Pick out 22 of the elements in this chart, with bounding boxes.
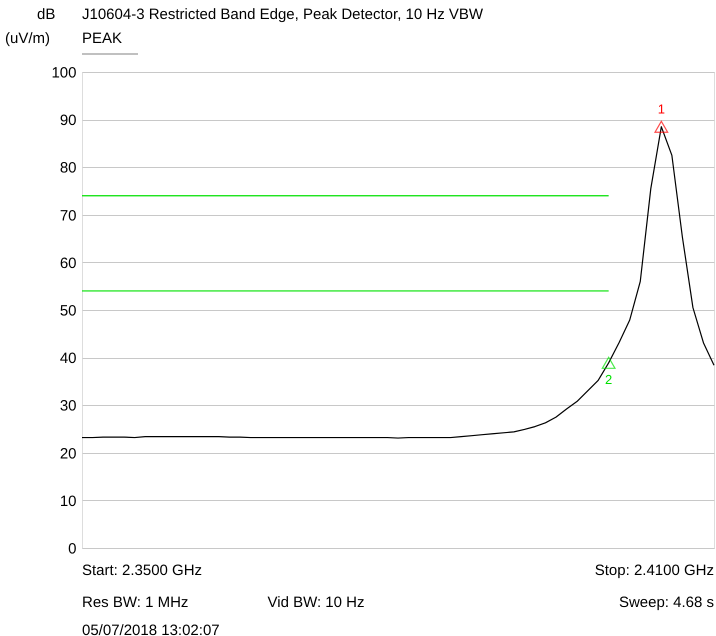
text: Stop: 2.4100 GHz [594,562,714,579]
y-tick-label: 70 [60,207,76,224]
y-tick-label: 30 [60,398,76,415]
y-tick-label: 50 [60,302,76,320]
text: Start: 2.3500 GHz [82,562,202,579]
chart-title: J10604-3 Restricted Band Edge, Peak Detector, 10 Hz VBW [82,6,484,23]
y-tick-label: 40 [60,350,76,368]
y-tick-label: 80 [60,160,76,177]
y-tick-label: 20 [60,445,76,462]
y-axis-title: dB (uV/m) [5,6,56,47]
text: Res BW: 1 MHz [82,594,188,611]
chart-subtitle: PEAK [82,30,122,47]
y-tick-label: 100 [51,64,76,82]
text: Vid BW: 10 Hz [268,594,364,611]
y-tick-label: 10 [60,492,76,510]
y-tick-label: 60 [60,254,76,272]
text: Sweep: 4.68 s [618,594,714,611]
y-tick-label: 90 [60,112,76,130]
text: 05/07/2018 13:02:07 [82,622,220,636]
series-label: 1 [658,102,665,117]
y-tick-label: 0 [68,540,76,558]
series-label: 2 [605,372,612,387]
